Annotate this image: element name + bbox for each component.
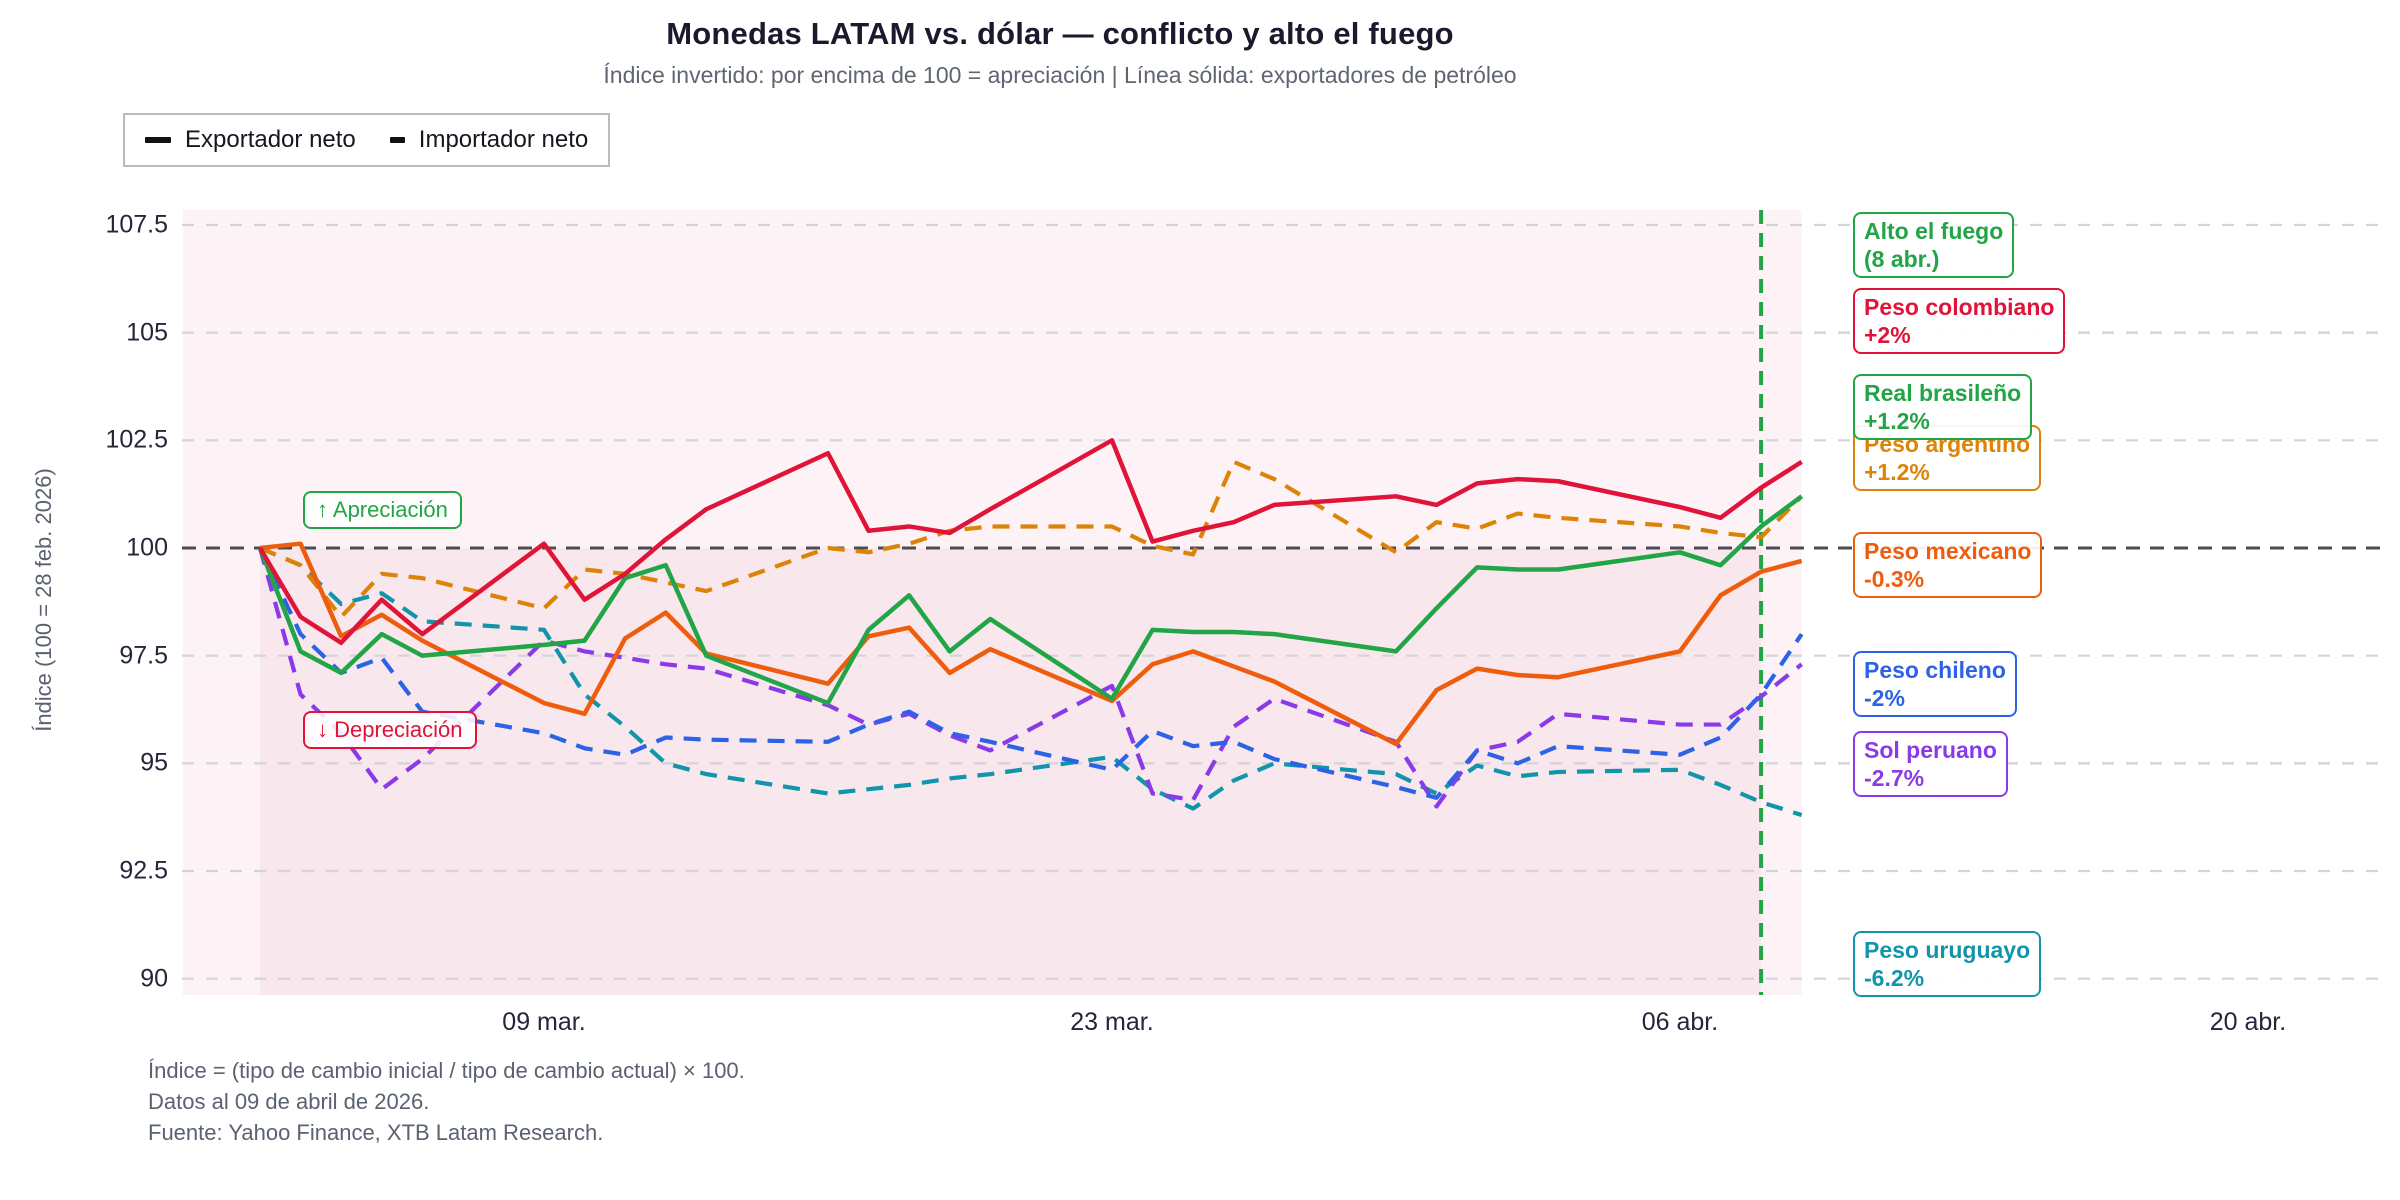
- depreciation-annotation: ↓ Depreciación: [303, 711, 477, 749]
- legend-item-importer: Importador neto: [389, 126, 589, 154]
- chart-title: Monedas LATAM vs. dólar — conflicto y al…: [666, 16, 1454, 51]
- currency-label-real-brasile-o: Real brasileño +1.2%: [1853, 374, 2033, 440]
- currency-pct-change: -0.3%: [1864, 566, 1925, 592]
- currency-name: Real brasileño: [1864, 380, 2022, 406]
- currency-label-peso-mexicano: Peso mexicano -0.3%: [1853, 532, 2043, 598]
- currency-name: Peso uruguayo: [1864, 937, 2031, 963]
- currency-name: Peso chileno: [1864, 657, 2006, 683]
- currency-name: Peso mexicano: [1864, 538, 2032, 564]
- x-tick-label: 23 mar.: [1070, 1008, 1154, 1036]
- currency-label-peso-colombiano: Peso colombiano +2%: [1853, 288, 2066, 354]
- footer-source: Fuente: Yahoo Finance, XTB Latam Researc…: [148, 1120, 604, 1145]
- x-tick-label: 06 abr.: [1641, 1008, 1719, 1036]
- y-tick-label: 92.5: [119, 856, 168, 885]
- y-tick-label: 95: [140, 748, 168, 777]
- y-tick-label: 107.5: [105, 210, 168, 239]
- currency-pct-change: +1.2%: [1864, 408, 1930, 434]
- y-tick-label: 97.5: [119, 641, 168, 670]
- footer-data-date: Datos al 09 de abril de 2026.: [148, 1089, 430, 1114]
- legend-item-exporter: Exportador neto: [145, 126, 356, 154]
- legend: Exportador neto Importador neto: [123, 113, 611, 167]
- series-line-peso-argentino: [259, 459, 1804, 620]
- currency-pct-change: -2.7%: [1864, 765, 1925, 791]
- series-line-sol-peruano: [257, 547, 1803, 809]
- currency-pct-change: +1.2%: [1864, 459, 1930, 485]
- currency-pct-change: -6.2%: [1864, 965, 1925, 991]
- x-tick-label: 20 abr.: [2209, 1008, 2287, 1036]
- series-line-real-brasile-o: [257, 494, 1804, 706]
- appreciation-annotation: ↑ Apreciación: [303, 491, 462, 529]
- legend-item-label: Importador neto: [418, 126, 589, 153]
- y-tick-label: 100: [126, 533, 168, 562]
- currency-pct-change: +2%: [1864, 322, 1911, 348]
- currency-label-peso-uruguayo: Peso uruguayo -6.2%: [1853, 931, 2042, 997]
- currency-label-sol-peruano: Sol peruano -2.7%: [1853, 731, 2008, 797]
- currency-label-peso-chileno: Peso chileno -2%: [1853, 651, 2017, 717]
- series-line-peso-colombiano: [258, 438, 1803, 646]
- ceasefire-label-line2: (8 abr.): [1864, 246, 1940, 272]
- series-line-peso-uruguayo: [259, 546, 1803, 818]
- series-line-peso-chileno: [258, 547, 1804, 800]
- series-line-peso-mexicano: [259, 541, 1803, 747]
- legend-item-label: Exportador neto: [185, 126, 356, 153]
- y-tick-label: 90: [140, 964, 168, 993]
- footer-formula: Índice = (tipo de cambio inicial / tipo …: [148, 1058, 745, 1083]
- x-tick-label: 09 mar.: [502, 1008, 586, 1036]
- ceasefire-label-line1: Alto el fuego: [1864, 218, 2004, 244]
- dashed-line-icon: [389, 137, 405, 143]
- y-tick-label: 105: [126, 318, 168, 347]
- ceasefire-label: Alto el fuego (8 abr.): [1853, 212, 2015, 278]
- currency-pct-change: -2%: [1864, 685, 1905, 711]
- solid-line-icon: [145, 137, 171, 143]
- currency-name: Peso colombiano: [1864, 294, 2055, 320]
- chart-subtitle: Índice invertido: por encima de 100 = ap…: [603, 62, 1517, 88]
- currency-name: Sol peruano: [1864, 737, 1997, 763]
- y-tick-label: 102.5: [105, 425, 168, 454]
